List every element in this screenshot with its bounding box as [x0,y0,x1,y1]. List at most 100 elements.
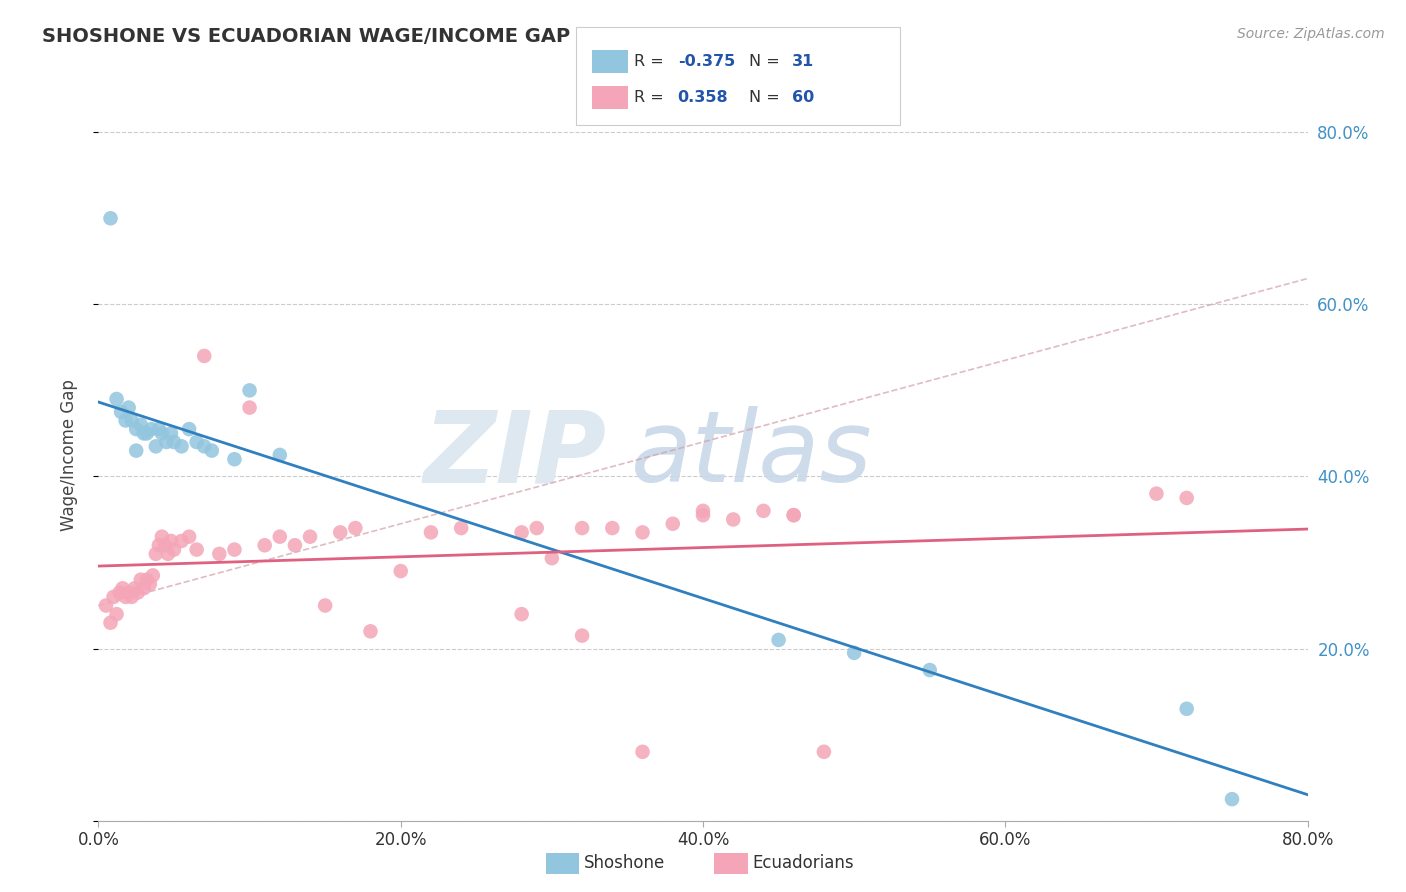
Point [125,422,148,436]
Point [179,422,201,436]
Point [156,547,179,561]
Point [129,573,152,587]
Point [105,607,128,621]
Text: R =: R = [634,90,669,104]
Point [111,582,134,596]
Text: atlas: atlas [630,407,872,503]
Point [108,585,131,599]
Text: N =: N = [749,54,786,69]
Point [208,547,231,561]
Point [224,452,246,467]
Point [118,401,141,415]
Point [571,629,593,643]
Y-axis label: Wage/Income Gap: Wage/Income Gap [59,379,77,531]
Point [193,349,215,363]
Point [179,530,201,544]
Point [142,568,165,582]
Point [114,590,136,604]
Point [450,521,472,535]
Point [135,573,157,587]
Point [121,590,143,604]
Point [160,426,183,441]
Point [723,512,745,526]
Text: -0.375: -0.375 [678,54,735,69]
Point [124,582,146,596]
Point [148,422,170,436]
Point [692,504,714,518]
Point [269,448,291,462]
Point [1175,491,1198,505]
Point [110,405,132,419]
Point [752,504,775,518]
Point [344,521,367,535]
Point [284,538,307,552]
Point [918,663,941,677]
Text: 31: 31 [792,54,814,69]
Point [145,547,167,561]
Point [170,533,193,548]
Text: ZIP: ZIP [423,407,606,503]
Point [94,599,117,613]
Point [125,443,148,458]
Point [170,439,193,453]
Point [783,508,806,523]
Point [1220,792,1243,806]
Point [100,615,122,630]
Point [163,435,186,450]
Point [299,530,322,544]
Point [127,585,149,599]
Point [360,624,382,639]
Text: Shoshone: Shoshone [583,855,665,872]
Point [389,564,412,578]
Point [540,551,562,566]
Point [155,435,177,450]
Point [105,392,128,406]
Point [420,525,443,540]
Point [631,745,654,759]
Text: Source: ZipAtlas.com: Source: ZipAtlas.com [1237,27,1385,41]
Point [118,585,141,599]
Point [163,542,186,557]
Point [148,538,170,552]
Point [224,542,246,557]
Text: R =: R = [634,54,669,69]
Point [153,538,176,552]
Point [692,508,714,523]
Point [139,577,162,591]
Point [510,607,533,621]
Point [186,435,208,450]
Point [129,417,152,432]
Point [193,439,215,453]
Point [114,413,136,427]
Point [510,525,533,540]
Text: SHOSHONE VS ECUADORIAN WAGE/INCOME GAP CORRELATION CHART: SHOSHONE VS ECUADORIAN WAGE/INCOME GAP C… [42,27,811,45]
Point [602,521,624,535]
Point [141,422,163,436]
Point [150,530,173,544]
Point [145,439,167,453]
Point [132,582,155,596]
Text: 0.358: 0.358 [678,90,728,104]
Point [103,590,125,604]
Point [1175,702,1198,716]
Point [253,538,276,552]
Point [314,599,336,613]
Point [768,632,790,647]
Point [150,426,173,441]
Point [135,426,157,441]
Point [269,530,291,544]
Point [1144,486,1167,500]
Point [186,542,208,557]
Point [813,745,835,759]
Point [239,384,262,398]
Point [571,521,593,535]
Point [661,516,683,531]
Point [844,646,866,660]
Point [329,525,352,540]
Text: Ecuadorians: Ecuadorians [752,855,853,872]
Point [121,413,143,427]
Point [526,521,548,535]
Point [239,401,262,415]
Text: N =: N = [749,90,786,104]
Text: 60: 60 [792,90,814,104]
